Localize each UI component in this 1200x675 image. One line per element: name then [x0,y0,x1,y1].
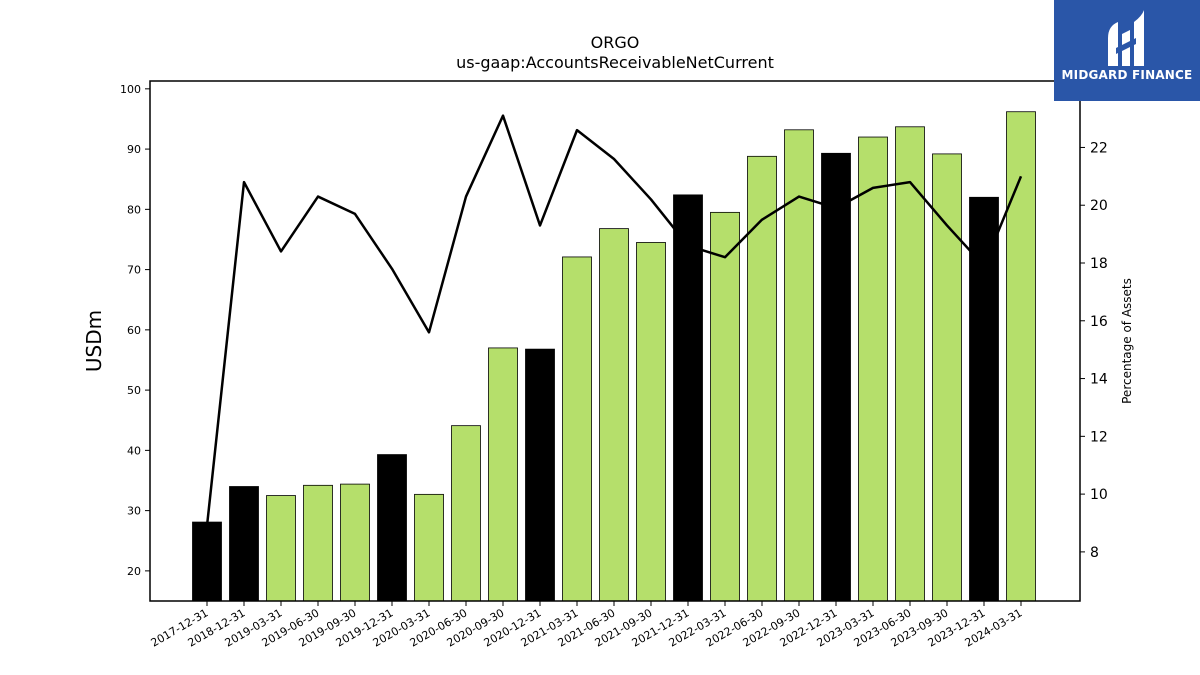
chart-title: ORGO [591,33,640,52]
series-line [205,114,1023,527]
bar [266,495,296,602]
y-tick-label: 40 [127,444,141,457]
bar [784,129,814,602]
y2-tick-label: 10 [1090,487,1108,503]
y2-tick-label: 18 [1090,256,1108,272]
bar [377,454,407,602]
y2-tick-label: 14 [1090,372,1108,388]
chart-subtitle: us-gaap:AccountsReceivableNetCurrent [456,53,774,72]
bar [710,211,740,602]
y2-tick-label: 12 [1090,429,1108,445]
midgard-finance-logo: MIDGARD FINANCE [1054,0,1200,101]
bar [229,486,259,602]
bar [747,155,777,602]
bar [932,153,962,602]
bar [599,228,629,602]
line-group [205,114,1023,527]
bar [636,242,666,602]
bar [1006,111,1036,602]
bar [192,521,222,602]
y2-tick-label: 22 [1090,140,1108,156]
bar [414,493,444,602]
bar [488,347,518,602]
bar [821,152,851,602]
bar [340,483,370,602]
y-axis-right: 8 10 12 14 16 18 20 22 [1080,140,1108,561]
y-tick-label: 90 [127,143,141,156]
bar [303,484,333,602]
bar [562,256,592,602]
y-tick-label: 100 [120,83,141,96]
y-tick-label: 80 [127,203,141,216]
bars-group [192,111,1036,602]
y-tick-label: 20 [127,565,141,578]
y2-tick-label: 16 [1090,314,1108,330]
bar [858,136,888,602]
bar [673,194,703,602]
y-axis-label: USDm [82,310,106,372]
x-axis: 2017-12-312018-12-312019-03-312019-06-30… [149,601,1025,650]
plot-frame [149,80,1081,602]
bar [969,196,999,602]
y-tick-label: 70 [127,264,141,277]
bar [525,348,555,602]
y-tick-label: 30 [127,505,141,518]
logo-mark-icon [1108,10,1144,66]
y2-axis-label: Percentage of Assets [1120,278,1134,404]
y-tick-label: 60 [127,324,141,337]
y-axis-left: 20 30 40 50 60 70 80 90 100 [120,83,150,578]
y-tick-label: 50 [127,384,141,397]
bar [895,126,925,602]
y2-tick-label: 20 [1090,198,1108,214]
y2-tick-label: 8 [1090,545,1099,561]
bar [451,425,481,602]
logo-text: MIDGARD FINANCE [1061,68,1193,82]
